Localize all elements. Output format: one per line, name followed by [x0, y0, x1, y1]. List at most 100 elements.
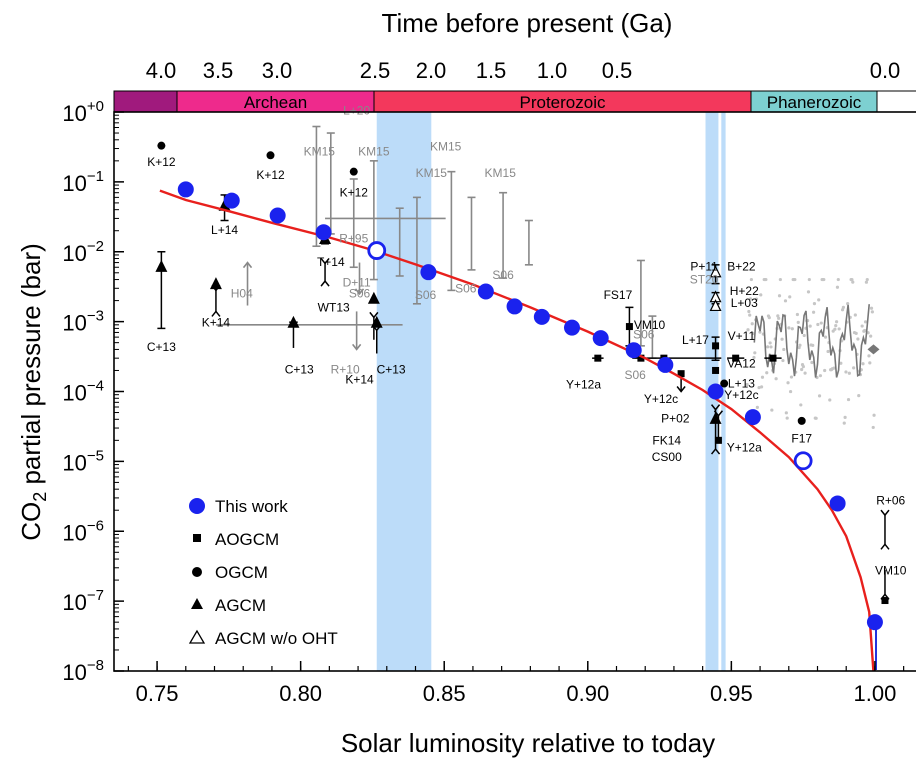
annotation-label: Y+12a: [727, 441, 762, 455]
y-tick-label: 10−8: [62, 657, 104, 685]
legend-label-agcm: AGCM: [215, 596, 266, 615]
proxy-dot: [789, 375, 794, 379]
gray-literature-data: [215, 125, 880, 430]
ogcm-marker: [266, 151, 275, 160]
proxy-dot: [818, 374, 823, 378]
top-axis-title: Time before present (Ga): [382, 8, 673, 38]
top-tick-label: 3.5: [203, 58, 234, 83]
gray-arrowhead: [352, 343, 362, 351]
proxy-dot: [819, 321, 823, 325]
this-work-point: [866, 614, 883, 631]
proxy-dot: [751, 331, 755, 336]
proxy-end-marker: [867, 344, 880, 355]
arrowhead: [320, 279, 330, 287]
annotation-label: VA12: [727, 357, 756, 371]
aogcm-marker: [712, 366, 720, 374]
legend-label-agcm-no-oht: AGCM w/o OHT: [215, 629, 338, 648]
this-work-point: [707, 383, 724, 400]
y-tick-label: 10−1: [62, 168, 104, 196]
annotation-label: Y+12c: [644, 392, 678, 406]
top-tick-label: 2.0: [416, 58, 447, 83]
proxy-dot: [843, 415, 847, 419]
proxy-dot: [865, 277, 869, 282]
proxy-dot: [822, 277, 826, 282]
annotation-label-gray: H04: [231, 287, 253, 301]
proxy-dot: [847, 371, 851, 375]
annotation-label-gray: R+95: [339, 232, 368, 246]
proxy-dot: [854, 331, 858, 336]
legend-marker-this-work: [189, 498, 205, 514]
arrowhead: [369, 311, 379, 319]
proxy-dot: [835, 285, 840, 289]
proxy-dot: [793, 277, 797, 282]
annotation-label: K+14: [202, 316, 231, 330]
proxy-dot: [869, 334, 873, 338]
proxy-dot: [823, 368, 827, 373]
proxy-dot: [745, 382, 749, 387]
y-axis-ticks: 10+0 10−1 10−2 10−3 10−4 10−5 10−6 10−7 10−8: [62, 98, 124, 685]
this-work-point: [477, 283, 494, 300]
proxy-dot: [786, 381, 790, 385]
this-work-point: [744, 409, 761, 426]
ogcm-marker: [720, 379, 729, 388]
proxy-dot: [850, 277, 854, 282]
agcm-marker: [209, 277, 222, 290]
arrowhead: [880, 543, 890, 550]
proxy-dot: [868, 361, 872, 365]
proxy-dot: [871, 425, 875, 430]
annotation-label: R+06: [876, 494, 905, 508]
arrowhead: [710, 447, 721, 455]
y-tick-label: 10−2: [62, 238, 104, 266]
aogcm-marker: [712, 342, 720, 350]
legend-label-ogcm: OGCM: [215, 563, 268, 582]
proxy-dot: [803, 371, 807, 375]
this-work-point-open: [793, 451, 813, 471]
proxy-dot: [749, 277, 754, 282]
aogcm-marker: [769, 354, 777, 362]
annotation-label: C+13: [147, 340, 176, 354]
annotation-label-gray: KM15: [430, 140, 462, 154]
annotation-label: Y+12a: [566, 378, 601, 392]
proxy-dot: [752, 355, 756, 360]
annotation-label-gray: ST20: [690, 273, 719, 287]
proxy-dot: [872, 413, 876, 417]
top-tick-label: 4.0: [146, 58, 177, 83]
proxy-dot: [748, 313, 752, 317]
proxy-dot: [757, 385, 761, 390]
proxy-dot: [846, 397, 851, 402]
annotation-label-gray: S06: [624, 368, 646, 382]
proxy-dot: [811, 343, 815, 348]
annotation-label: P+02: [661, 412, 690, 426]
proxy-dot: [817, 298, 821, 302]
annotation-label: Y+12c: [724, 388, 758, 402]
annotation-label: L+13: [728, 376, 755, 390]
annotation-label-gray: S06: [415, 288, 437, 302]
proxy-dot: [788, 295, 792, 299]
aogcm-marker: [594, 354, 602, 362]
proxy-dot: [802, 333, 806, 338]
proxy-dot: [778, 277, 782, 282]
proxy-dot: [799, 403, 803, 407]
proxy-dot: [816, 322, 820, 327]
this-work-point: [177, 181, 194, 198]
y-tick-label: 10−3: [62, 308, 104, 336]
proxy-dot: [864, 280, 869, 284]
proxy-dot: [808, 324, 812, 328]
proxy-dot: [857, 393, 861, 398]
proxy-dot: [746, 328, 750, 332]
top-tick-label: 0.5: [602, 58, 633, 83]
proxy-dot: [747, 309, 751, 314]
annotation-label-gray: KM15: [358, 144, 390, 158]
this-work-point: [533, 308, 550, 325]
annotation-label-gray: R+10: [331, 363, 360, 377]
annotation-label-gray: L+20: [343, 104, 370, 118]
annotation-label: VM10: [634, 318, 666, 332]
proxy-dot: [834, 324, 838, 328]
proxy-dot: [826, 349, 830, 354]
proxy-dot: [807, 277, 811, 282]
proxy-dot: [861, 362, 865, 366]
era-segment: [876, 90, 916, 113]
proxy-dot: [812, 302, 817, 306]
proxy-dot: [863, 320, 868, 324]
x-tick-label: 0.90: [566, 681, 609, 706]
